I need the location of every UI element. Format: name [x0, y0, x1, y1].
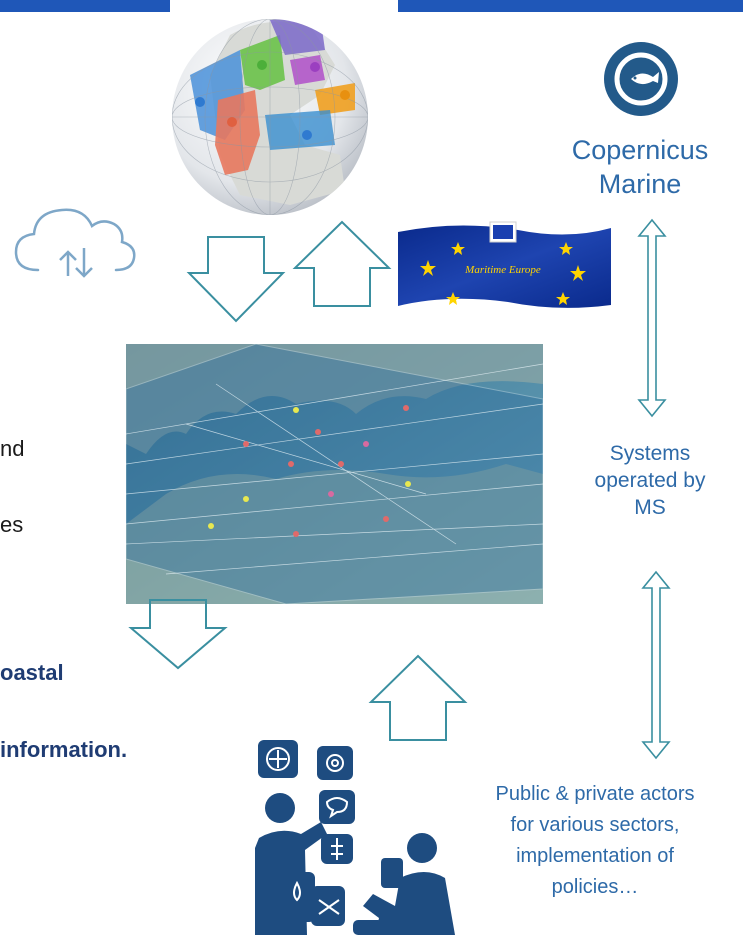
systems-line1: Systems	[609, 442, 691, 465]
systems-line2: operated by	[594, 469, 706, 492]
maritime-europe-flag: Maritime Europe	[398, 220, 611, 310]
copernicus-line1: Copernicus	[571, 135, 709, 165]
globe-image	[172, 19, 368, 215]
systems-line3: MS	[634, 496, 666, 519]
actors-label: Public & private actors for various sect…	[450, 779, 740, 903]
up-arrow-actors-to-map	[368, 654, 468, 741]
actors-line1: Public & private actors	[495, 783, 695, 805]
left-fragment-oastal: oastal	[0, 660, 64, 685]
left-fragment-nd: nd	[0, 436, 25, 461]
cloud-sync-icon	[14, 208, 136, 278]
up-arrow-map-to-globe	[292, 220, 392, 307]
left-fragment-es: es	[0, 512, 24, 537]
left-fragment-information: information.	[0, 737, 128, 762]
actors-line3: implementation of	[516, 845, 674, 867]
copernicus-label: Copernicus Marine	[545, 133, 735, 201]
down-arrow-map-to-output	[128, 599, 228, 670]
actors-line4: policies…	[551, 876, 639, 898]
double-arrow-systems-actors	[641, 570, 671, 760]
europe-map-image	[126, 344, 543, 604]
systems-label: Systems operated by MS	[565, 440, 735, 521]
actors-line2: for various sectors,	[510, 814, 680, 836]
down-arrow-globe-to-map	[186, 236, 286, 323]
copernicus-line2: Marine	[598, 169, 682, 199]
top-bar-right	[398, 0, 743, 12]
people-collaboration-icon	[255, 740, 455, 935]
fish-icon	[604, 42, 678, 116]
top-bar-left	[0, 0, 170, 12]
double-arrow-copernicus-systems	[637, 218, 667, 418]
flag-label: Maritime Europe	[465, 264, 541, 276]
